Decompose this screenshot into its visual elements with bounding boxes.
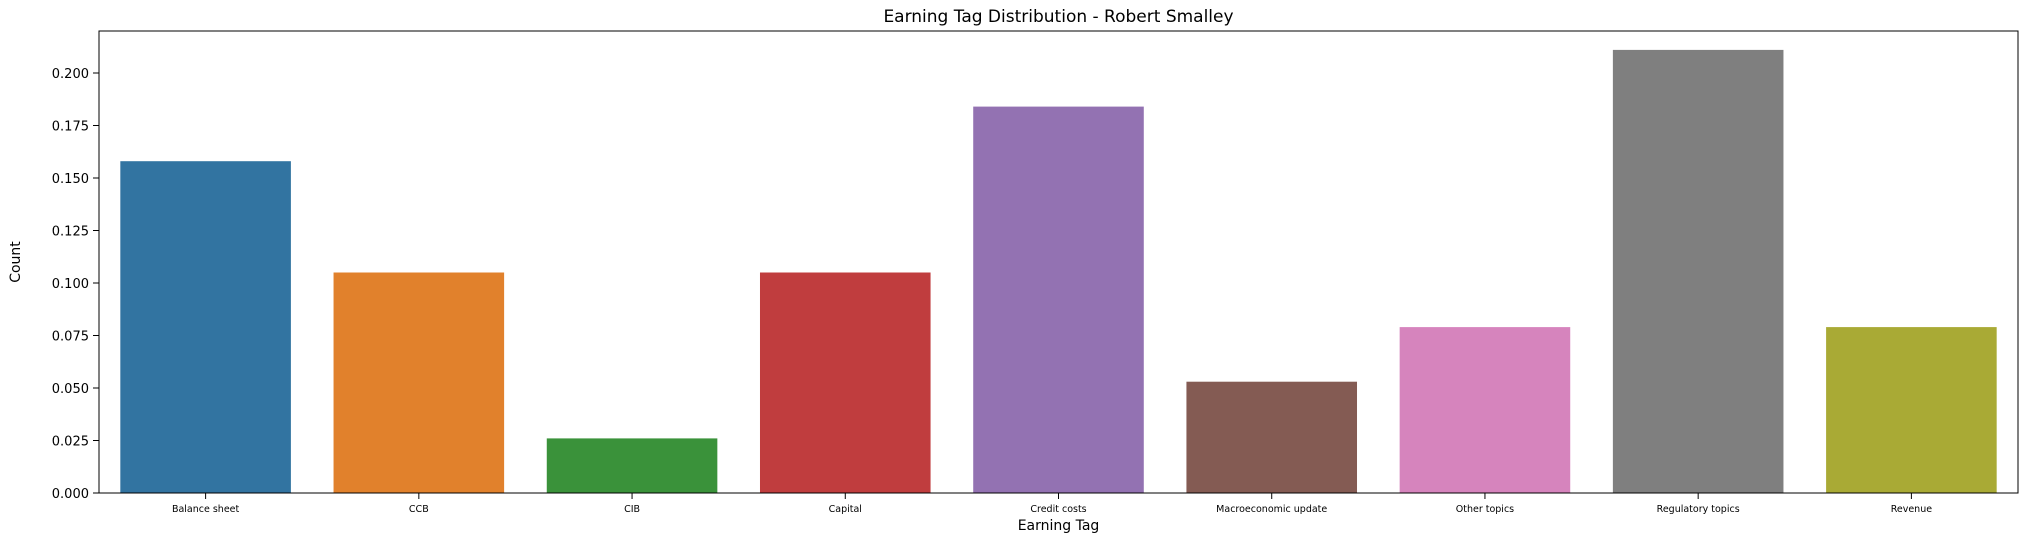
y-tick-label: 0.025 bbox=[52, 435, 89, 450]
bar-regulatory-topics bbox=[1612, 49, 1784, 494]
x-tick-label: Capital bbox=[829, 504, 862, 515]
x-tick-label: Balance sheet bbox=[172, 504, 240, 515]
bar-revenue bbox=[1826, 327, 1997, 493]
y-tick-label: 0.125 bbox=[52, 225, 89, 240]
bar-ccb bbox=[333, 272, 505, 493]
y-tick-label: 0.100 bbox=[52, 277, 89, 292]
x-tick-label: CCB bbox=[409, 504, 429, 515]
bar-macroeconomic-update bbox=[1186, 381, 1358, 493]
bar-cib bbox=[546, 438, 718, 493]
bar-capital bbox=[759, 272, 931, 493]
y-tick-label: 0.050 bbox=[52, 382, 89, 397]
y-tick-label: 0.175 bbox=[52, 120, 89, 135]
y-tick-label: 0.075 bbox=[52, 330, 89, 345]
y-tick-label: 0.200 bbox=[52, 67, 89, 82]
y-tick-label: 0.150 bbox=[52, 172, 89, 187]
x-tick-label: CIB bbox=[624, 504, 640, 515]
x-tick-label: Credit costs bbox=[1030, 504, 1086, 515]
bar-balance-sheet bbox=[120, 161, 291, 493]
bar-other-topics bbox=[1399, 327, 1571, 493]
x-tick-label: Other topics bbox=[1456, 504, 1514, 515]
y-tick-label: 0.000 bbox=[52, 487, 89, 502]
axes-frame bbox=[98, 30, 2019, 494]
x-axis-ticks: Balance sheet CCB CIB Capital Credit costs Ma… bbox=[172, 493, 1932, 515]
y-axis-label: Count bbox=[8, 241, 24, 283]
x-axis-label: Earning Tag bbox=[1018, 518, 1100, 534]
x-tick-label: Macroeconomic update bbox=[1216, 504, 1327, 515]
bar-credit-costs bbox=[973, 106, 1144, 493]
x-tick-label: Revenue bbox=[1891, 504, 1933, 515]
x-tick-label: Regulatory topics bbox=[1657, 504, 1740, 515]
bars-layer bbox=[120, 49, 1997, 494]
y-axis-ticks: 0.000 0.025 0.050 0.075 0.100 0.125 0.150 0.175… bbox=[52, 67, 99, 502]
chart-title: Earning Tag Distribution - Robert Smalle… bbox=[883, 7, 1233, 27]
